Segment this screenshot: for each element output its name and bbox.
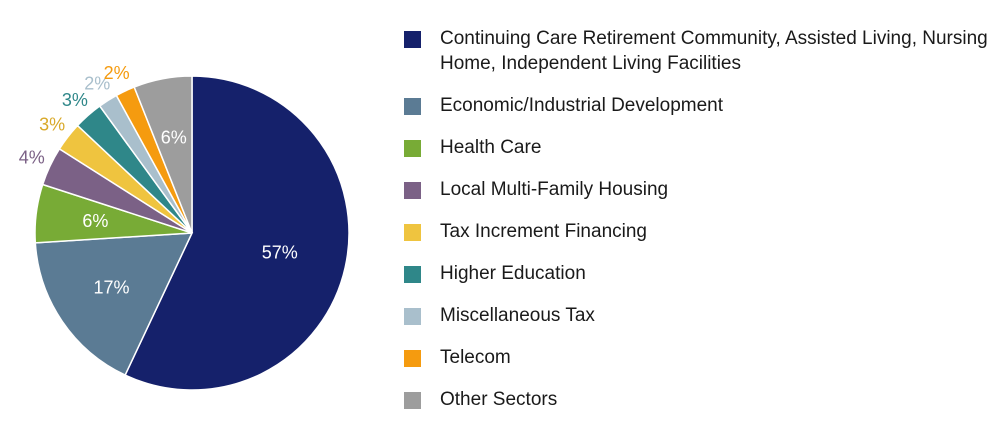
legend-label-telecom: Telecom — [440, 347, 511, 368]
legend-label-tax-increment: Tax Increment Financing — [440, 221, 647, 242]
legend-item-ccrc: Continuing Care Retirement Community, As… — [404, 26, 994, 76]
pie-slice-economic-industrial — [34, 232, 194, 377]
legend-item-health-care: Health Care — [404, 135, 994, 160]
legend-swatch-health-care — [404, 140, 421, 157]
slice-label-misc-tax: 2% — [84, 74, 110, 94]
legend-item-multi-family-housing: Local Multi-Family Housing — [404, 177, 994, 202]
legend-swatch-other-sectors — [404, 392, 421, 409]
legend-swatch-telecom — [404, 350, 421, 367]
legend-swatch-misc-tax — [404, 308, 421, 325]
legend-swatch-multi-family-housing — [404, 182, 421, 199]
slice-label-health-care: 6% — [82, 211, 108, 231]
legend-item-tax-increment: Tax Increment Financing — [404, 219, 994, 244]
legend-label-ccrc: Continuing Care Retirement Community, As… — [440, 28, 988, 74]
slice-label-higher-education: 3% — [62, 90, 88, 110]
legend-item-higher-education: Higher Education — [404, 261, 994, 286]
slice-label-multi-family-housing: 4% — [19, 148, 45, 168]
pie-slice-other-sectors — [133, 75, 193, 234]
slice-label-economic-industrial: 17% — [93, 278, 129, 298]
legend-item-misc-tax: Miscellaneous Tax — [404, 303, 994, 328]
legend-label-misc-tax: Miscellaneous Tax — [440, 305, 595, 326]
pie-slice-ccrc — [124, 75, 350, 391]
legend-swatch-economic-industrial — [404, 98, 421, 115]
legend-label-economic-industrial: Economic/Industrial Development — [440, 95, 724, 116]
chart-legend: Continuing Care Retirement Community, As… — [404, 26, 994, 429]
slice-label-other-sectors: 6% — [161, 127, 187, 147]
pie-chart: 57%17%6%4%3%3%2%2%6% — [19, 63, 350, 391]
legend-label-other-sectors: Other Sectors — [440, 389, 558, 410]
legend-item-economic-industrial: Economic/Industrial Development — [404, 93, 994, 118]
legend-swatch-tax-increment — [404, 224, 421, 241]
legend-label-health-care: Health Care — [440, 137, 542, 158]
legend-label-multi-family-housing: Local Multi-Family Housing — [440, 179, 669, 200]
legend-item-telecom: Telecom — [404, 345, 994, 370]
legend-item-other-sectors: Other Sectors — [404, 387, 994, 412]
slice-label-ccrc: 57% — [262, 243, 298, 263]
slice-label-tax-increment: 3% — [39, 115, 65, 135]
slice-label-telecom: 2% — [104, 63, 130, 83]
legend-swatch-ccrc — [404, 31, 421, 48]
legend-label-higher-education: Higher Education — [440, 263, 586, 284]
legend-swatch-higher-education — [404, 266, 421, 283]
